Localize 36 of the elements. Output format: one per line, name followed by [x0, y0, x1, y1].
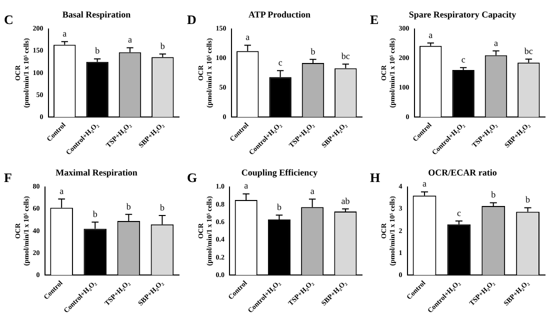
- annotation: a: [428, 30, 433, 40]
- annotation: b: [526, 194, 531, 205]
- annotation: a: [422, 178, 427, 189]
- annotation: bc: [341, 51, 350, 62]
- annotation: a: [310, 186, 314, 196]
- annotation: b: [92, 209, 98, 220]
- annotation: c: [278, 57, 282, 68]
- annotation: b: [276, 202, 282, 212]
- annotation: b: [160, 202, 165, 212]
- chart-title: Coupling Efficiency: [241, 168, 318, 178]
- text: H: [370, 170, 380, 185]
- annotation: bc: [524, 46, 533, 56]
- annotation: a: [244, 180, 248, 191]
- text: G: [187, 170, 198, 185]
- chart-title: OCR/ECAR ratio: [428, 168, 498, 178]
- annotation: b: [126, 201, 132, 212]
- annotation: b: [160, 40, 166, 51]
- text: C: [4, 12, 14, 27]
- chart-title: Maximal Respiration: [56, 168, 138, 178]
- annotation: b: [310, 46, 316, 56]
- text: F: [4, 170, 12, 185]
- text: E: [370, 12, 379, 27]
- annotation: a: [128, 34, 132, 45]
- annotation: a: [246, 32, 250, 42]
- annotation: b: [95, 46, 100, 56]
- annotation: b: [491, 190, 496, 200]
- chart-title: Spare Respiratory Capacity: [408, 10, 517, 20]
- chart-title: Basal Respiration: [62, 10, 131, 20]
- text: D: [187, 12, 196, 27]
- chart-title: ATP Production: [248, 10, 310, 20]
- annotation: ab: [341, 196, 350, 206]
- annotation: a: [62, 28, 67, 38]
- annotation: a: [494, 38, 498, 48]
- annotation: c: [461, 54, 466, 65]
- annotation: c: [456, 208, 461, 218]
- annotation: a: [60, 186, 64, 196]
